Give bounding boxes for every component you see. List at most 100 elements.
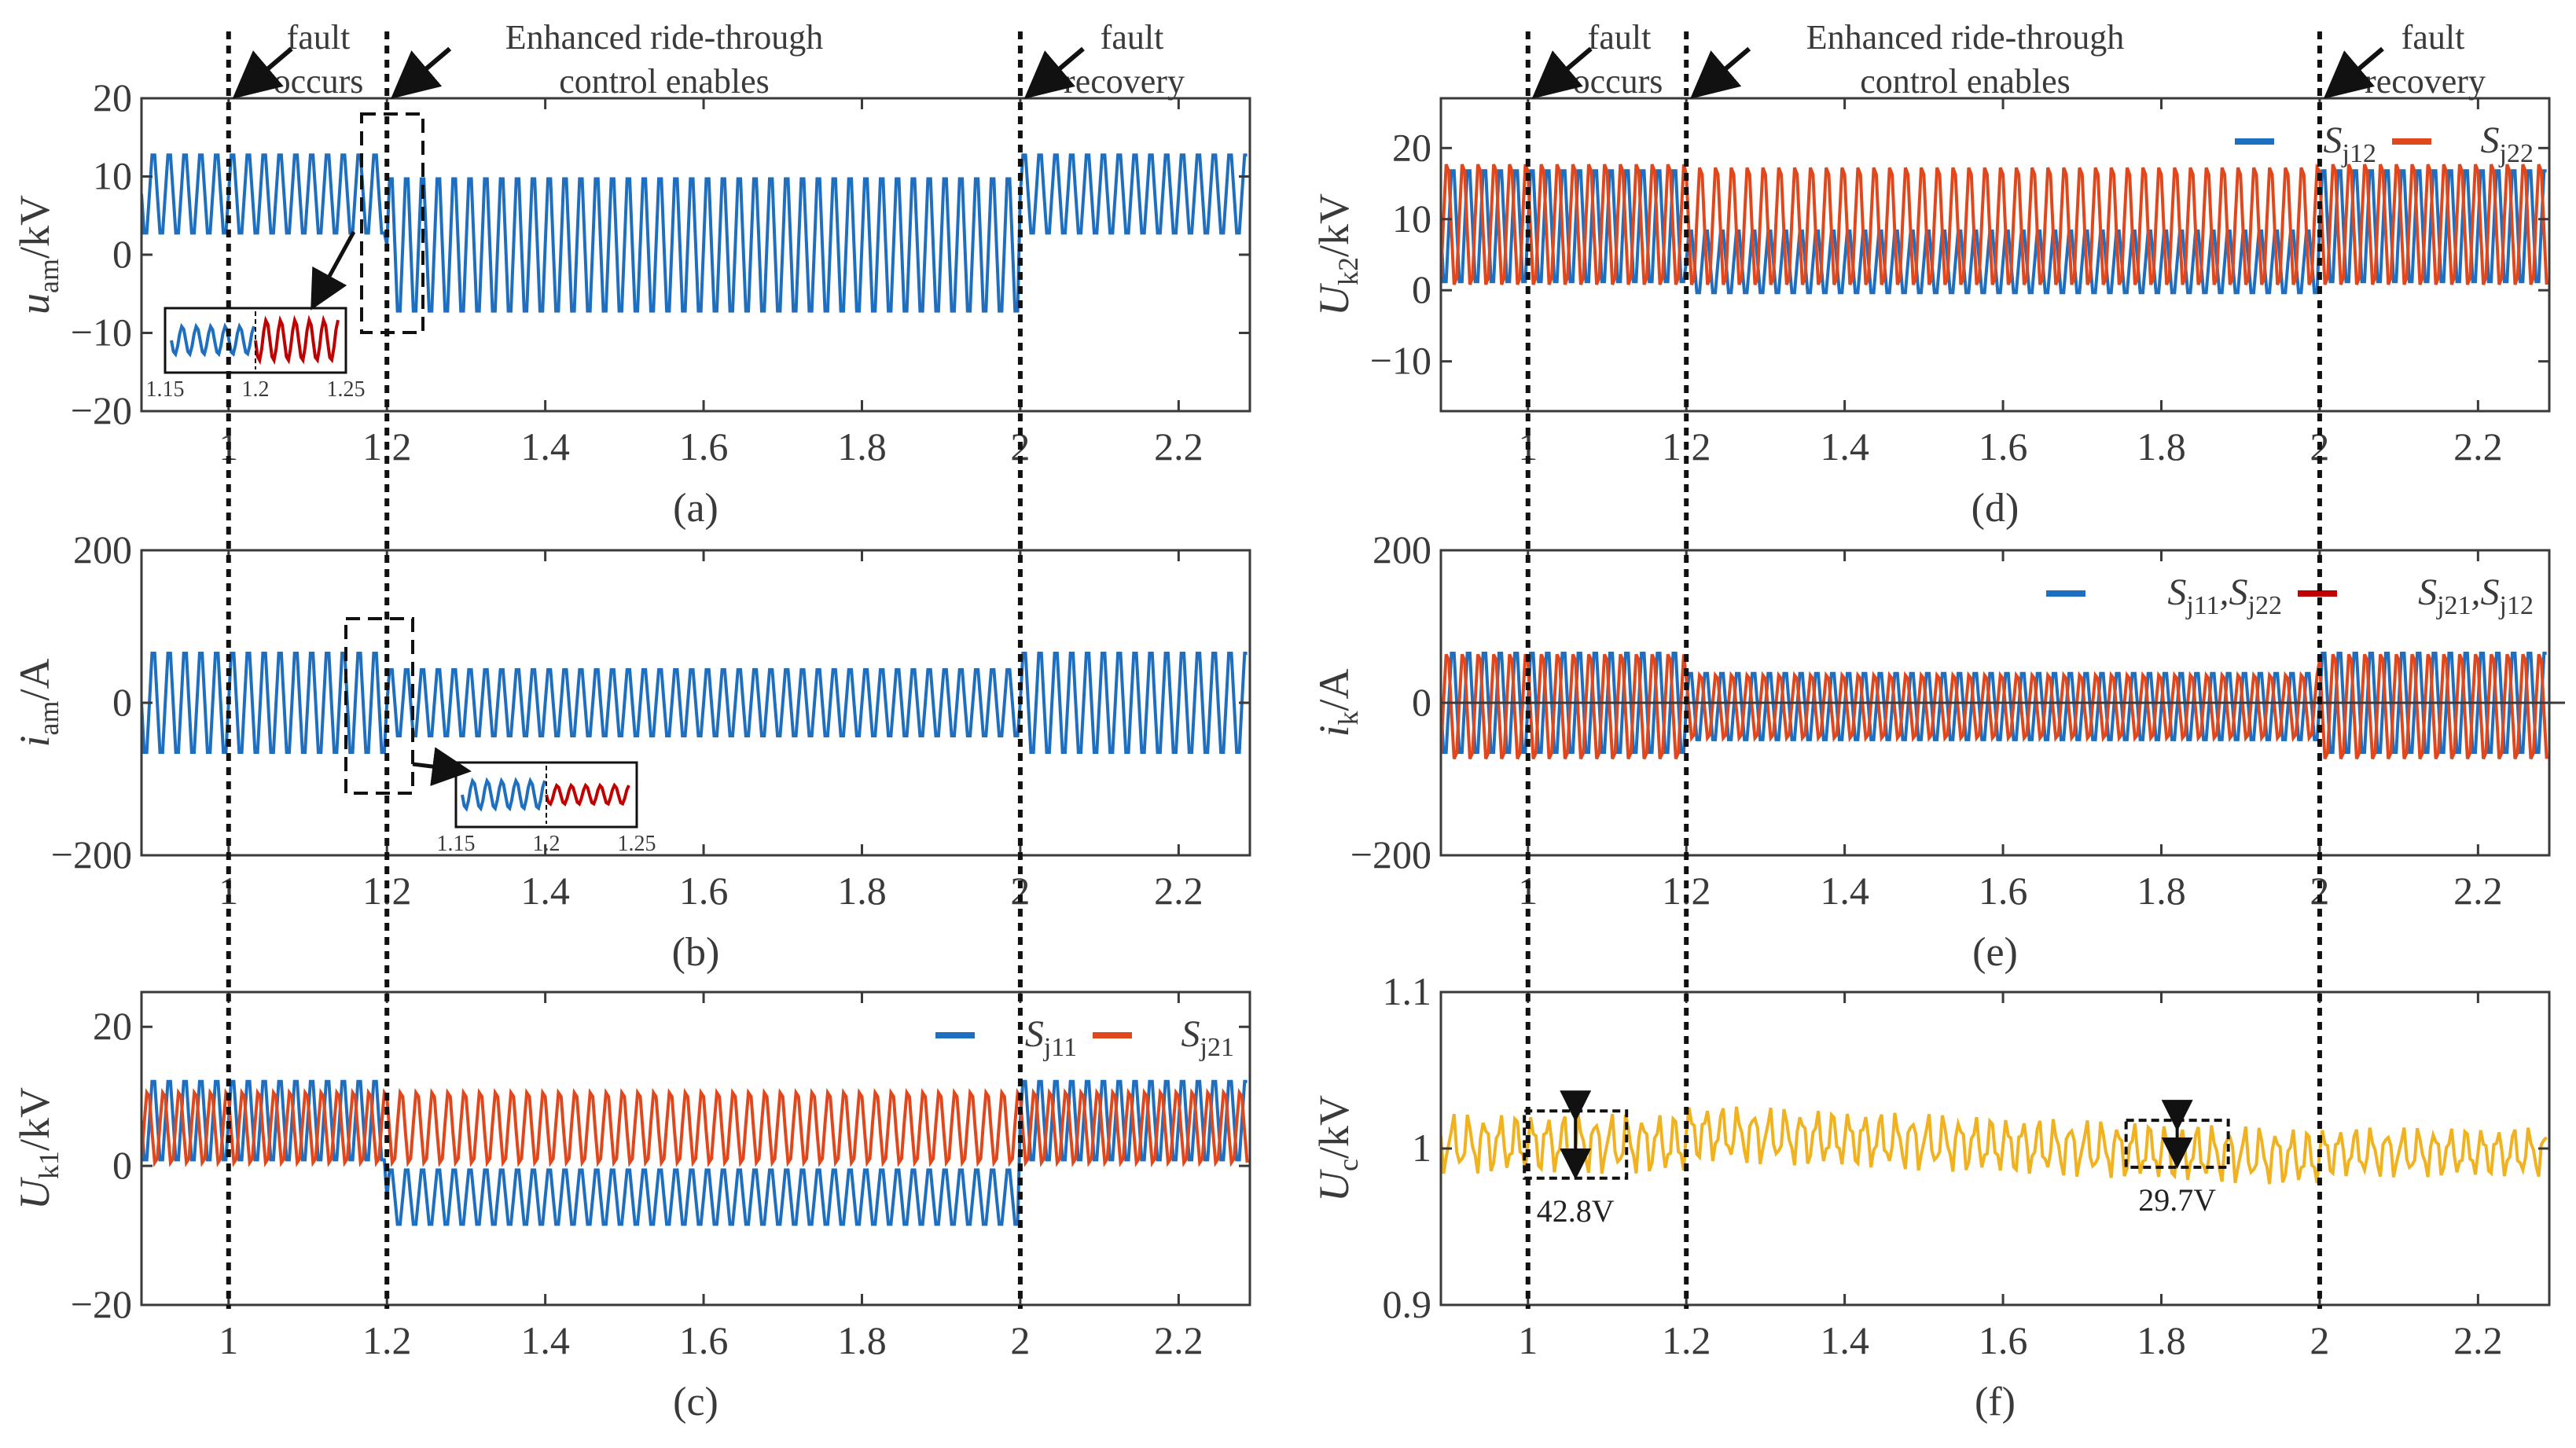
fault-recovery-label-left-1: fault [1101, 18, 1164, 57]
inset-zoom: 1.15 1.2 1.25 [344, 617, 656, 856]
zoom-region-box [360, 112, 424, 334]
panel-caption: (b) [672, 930, 720, 975]
inset-series-after [545, 782, 630, 807]
x-tick-label: 2.2 [1154, 1318, 1203, 1362]
x-tick-label: 1.4 [520, 869, 570, 913]
fault-occurs-label-left-1: fault [287, 18, 351, 57]
y-tick-label: −200 [51, 832, 132, 877]
panel-d: 11.21.41.61.822.220100−10Uk2/kV(d)Sj22Sj… [1310, 97, 2551, 531]
series-u-c [1441, 1106, 2548, 1185]
x-tick-label: 1.2 [1662, 869, 1711, 913]
legend-label: Sj21,Sj12 [2418, 571, 2534, 620]
y-axis-label: iam/A [11, 658, 64, 747]
ripple-value-label: 29.7V [2138, 1182, 2216, 1218]
event-arrow-left [232, 46, 293, 99]
x-tick-label: 1 [219, 869, 238, 913]
inset-zoom: 1.15 1.2 1.25 [146, 112, 424, 402]
x-tick-label: 1.6 [1979, 869, 2028, 913]
y-tick-label: 0.9 [1383, 1282, 1432, 1326]
y-tick-label: 20 [1392, 125, 1431, 169]
fault-occurs-label-right-1: fault [1588, 18, 1652, 57]
y-tick-label: 0 [112, 680, 132, 724]
event-arrow-left [391, 46, 452, 99]
legend-label: Sj11,Sj22 [2167, 571, 2282, 620]
x-tick-label: 2.2 [1154, 424, 1203, 469]
panel-caption: (f) [1975, 1380, 2016, 1424]
x-tick-label: 1.6 [1979, 424, 2028, 469]
x-tick-label: 1.8 [837, 424, 887, 469]
x-tick-label: 1.4 [520, 1318, 570, 1362]
inset-tick-label: 1.25 [327, 377, 366, 402]
event-arrow-left [1023, 46, 1085, 99]
event-overlay: fault occurs Enhanced ride-through contr… [226, 18, 2486, 1309]
x-tick-label: 1 [219, 1318, 238, 1362]
ripple-value-label: 42.8V [1537, 1193, 1615, 1229]
x-tick-label: 1.8 [837, 869, 887, 913]
x-tick-label: 1.2 [362, 869, 412, 913]
inset-series-after [254, 314, 340, 366]
y-tick-label: 1 [1412, 1126, 1431, 1170]
x-tick-label: 2.2 [1154, 869, 1203, 913]
event-arrow-right [1690, 46, 1751, 99]
fault-occurs-label-left-2: occurs [274, 62, 364, 101]
event-arrow-right [1531, 46, 1593, 99]
enhanced-label-left-2: control enables [559, 62, 770, 101]
legend-label: Sj21 [1181, 1013, 1234, 1062]
x-tick-label: 2.2 [2453, 424, 2503, 469]
inset-tick-label: 1.2 [242, 377, 270, 402]
enhanced-label-left-1: Enhanced ride-through [505, 18, 823, 57]
legend: Sj21 Sj11 [935, 1013, 1234, 1062]
panel-f: 1 1.2 1.4 1.6 1.8 2 2.2 1.1 1 0.9 Uc/kV (f) 42.8V 29.… [1310, 969, 2551, 1424]
x-tick-label: 2 [1010, 869, 1030, 913]
inset-series-before [461, 777, 546, 812]
series-i-am [141, 652, 1248, 754]
x-tick-label: 2.2 [2453, 869, 2503, 913]
fault-occurs-label-right-2: occurs [1573, 62, 1663, 101]
y-axis-label: Uk2/kV [1310, 193, 1364, 316]
inset-arrow [412, 747, 472, 786]
y-tick-label: 0 [112, 232, 132, 276]
x-tick-label: 2 [1010, 1318, 1030, 1362]
y-tick-label: 0 [1412, 267, 1431, 311]
legend-label: Sj22 [2481, 119, 2534, 168]
y-tick-label: 0 [112, 1143, 132, 1187]
panel-e: 1 1.2 1.4 1.6 1.8 2 2.2 200 0 −200 ik/A (e) Sj21,Sj1… [1310, 527, 2565, 975]
x-tick-label: 1.2 [1662, 1318, 1711, 1362]
x-tick-label: 1 [1518, 869, 1538, 913]
legend: Sj22 Sj12 [2235, 119, 2534, 168]
enhanced-label-right-2: control enables [1860, 62, 2071, 101]
legend-label: Sj11 [1025, 1013, 1077, 1062]
series-s-j12 [1441, 169, 2547, 295]
y-tick-label: 10 [93, 154, 132, 198]
panel-caption: (c) [673, 1380, 718, 1424]
y-axis-label: Uc/kV [1310, 1095, 1364, 1202]
panels: 11.21.41.61.822.220100−10−20uam/kV(a)1.1… [11, 75, 2565, 1424]
inset-arrow [311, 230, 356, 311]
legend: Sj21,Sj12 Sj11,Sj22 [2046, 571, 2534, 620]
series-s-j11 [141, 1079, 1248, 1226]
series-s-j22 [1441, 163, 2548, 285]
panel-caption: (d) [1972, 486, 2019, 531]
inset-tick-label: 1.2 [533, 832, 560, 856]
fault-recovery-label-right-1: fault [2401, 18, 2465, 57]
x-tick-label: 2 [2310, 1318, 2329, 1362]
x-tick-label: 1 [1518, 1318, 1538, 1362]
y-axis-label: uam/kV [11, 195, 64, 314]
y-tick-label: 0 [1412, 680, 1431, 724]
fault-recovery-label-left-2: recovery [1064, 62, 1185, 101]
y-tick-label: −200 [1350, 832, 1431, 877]
x-tick-label: 2.2 [2453, 1318, 2503, 1362]
inset-tick-label: 1.25 [618, 832, 656, 856]
plot-frame [1439, 97, 2551, 413]
ripple-measure: 42.8V [1523, 1090, 1629, 1229]
zoom-region-box [344, 617, 414, 795]
enhanced-label-right-1: Enhanced ride-through [1806, 18, 2124, 57]
y-tick-label: 1.1 [1383, 969, 1432, 1013]
event-arrow-right [2323, 46, 2384, 99]
panel-b: 1 1.2 1.4 1.6 1.8 2 2.2 200 0 −200 iam/A (b) 1.15 1.2… [11, 527, 1251, 975]
series-s-j11-s-j22 [1441, 652, 2547, 754]
panel-caption: (e) [1972, 930, 2018, 975]
x-tick-label: 1.8 [2137, 1318, 2186, 1362]
y-tick-label: −20 [71, 1282, 132, 1326]
